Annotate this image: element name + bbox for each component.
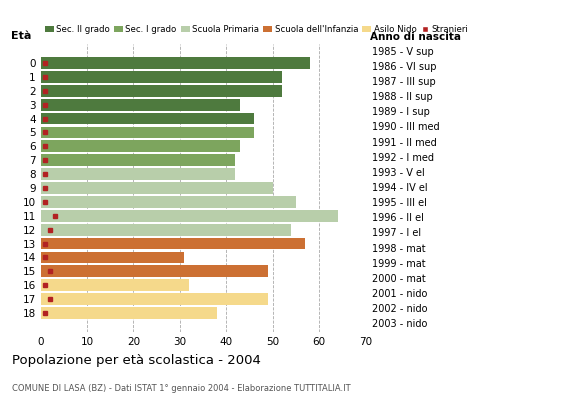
Bar <box>41 196 296 208</box>
Text: Anno di nascita: Anno di nascita <box>370 32 461 42</box>
Bar <box>41 168 235 180</box>
Text: 1989 - I sup: 1989 - I sup <box>372 107 430 117</box>
Bar <box>41 57 310 69</box>
Text: 1991 - II med: 1991 - II med <box>372 138 437 148</box>
Text: 1992 - I med: 1992 - I med <box>372 153 434 163</box>
Text: 1988 - II sup: 1988 - II sup <box>372 92 433 102</box>
Text: 1996 - II el: 1996 - II el <box>372 213 425 223</box>
Text: 1994 - IV el: 1994 - IV el <box>372 183 428 193</box>
Legend: Sec. II grado, Sec. I grado, Scuola Primaria, Scuola dell'Infanzia, Asilo Nido, : Sec. II grado, Sec. I grado, Scuola Prim… <box>45 25 469 34</box>
Text: 1990 - III med: 1990 - III med <box>372 122 440 132</box>
Bar <box>41 252 184 263</box>
Text: 1986 - VI sup: 1986 - VI sup <box>372 62 437 72</box>
Text: 1987 - III sup: 1987 - III sup <box>372 77 436 87</box>
Text: 2001 - nido: 2001 - nido <box>372 289 428 299</box>
Text: 1995 - III el: 1995 - III el <box>372 198 427 208</box>
Bar <box>41 293 268 305</box>
Bar <box>41 182 273 194</box>
Bar <box>41 99 240 110</box>
Bar <box>41 113 254 124</box>
Text: 1999 - mat: 1999 - mat <box>372 259 426 269</box>
Text: Popolazione per età scolastica - 2004: Popolazione per età scolastica - 2004 <box>12 354 260 367</box>
Text: 2003 - nido: 2003 - nido <box>372 320 428 330</box>
Bar <box>41 210 338 222</box>
Text: 2002 - nido: 2002 - nido <box>372 304 428 314</box>
Bar <box>41 85 282 97</box>
Text: Età: Età <box>12 31 32 41</box>
Bar <box>41 224 291 236</box>
Text: 1993 - V el: 1993 - V el <box>372 168 425 178</box>
Bar <box>41 154 235 166</box>
Bar <box>41 238 305 250</box>
Bar <box>41 279 189 291</box>
Bar <box>41 140 240 152</box>
Text: COMUNE DI LASA (BZ) - Dati ISTAT 1° gennaio 2004 - Elaborazione TUTTITALIA.IT: COMUNE DI LASA (BZ) - Dati ISTAT 1° genn… <box>12 384 350 393</box>
Text: 1997 - I el: 1997 - I el <box>372 228 422 238</box>
Text: 2000 - mat: 2000 - mat <box>372 274 426 284</box>
Bar <box>41 307 217 319</box>
Text: 1998 - mat: 1998 - mat <box>372 244 426 254</box>
Text: 1985 - V sup: 1985 - V sup <box>372 46 434 56</box>
Bar <box>41 126 254 138</box>
Bar <box>41 266 268 277</box>
Bar <box>41 71 282 83</box>
